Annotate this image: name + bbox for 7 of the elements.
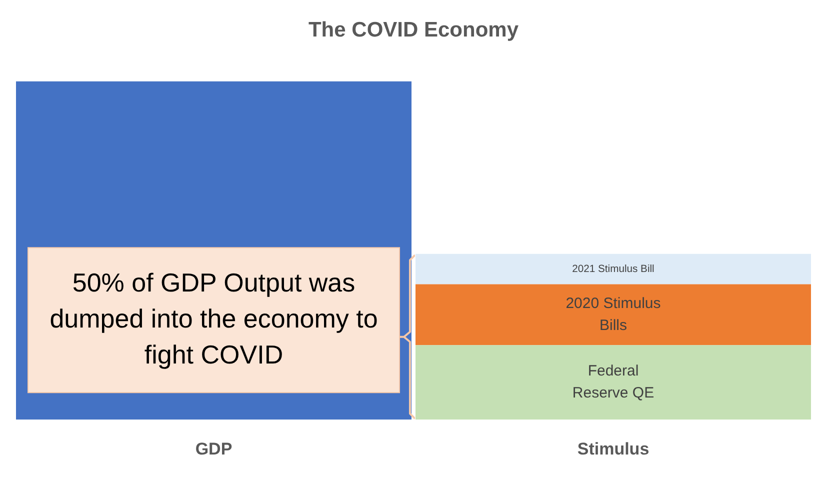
x-tick-label: GDP	[195, 439, 232, 458]
chart-title: The COVID Economy	[308, 18, 519, 42]
x-tick-label: Stimulus	[577, 439, 650, 458]
series-label: Federal Reserve QE	[572, 362, 654, 402]
annotation: 50% of GDP Output was dumped into the economy to fight COVID	[50, 267, 378, 370]
series-label: 2020 Stimulus Bills	[566, 295, 661, 334]
series-label: 2021 Stimulus Bill	[572, 264, 654, 275]
